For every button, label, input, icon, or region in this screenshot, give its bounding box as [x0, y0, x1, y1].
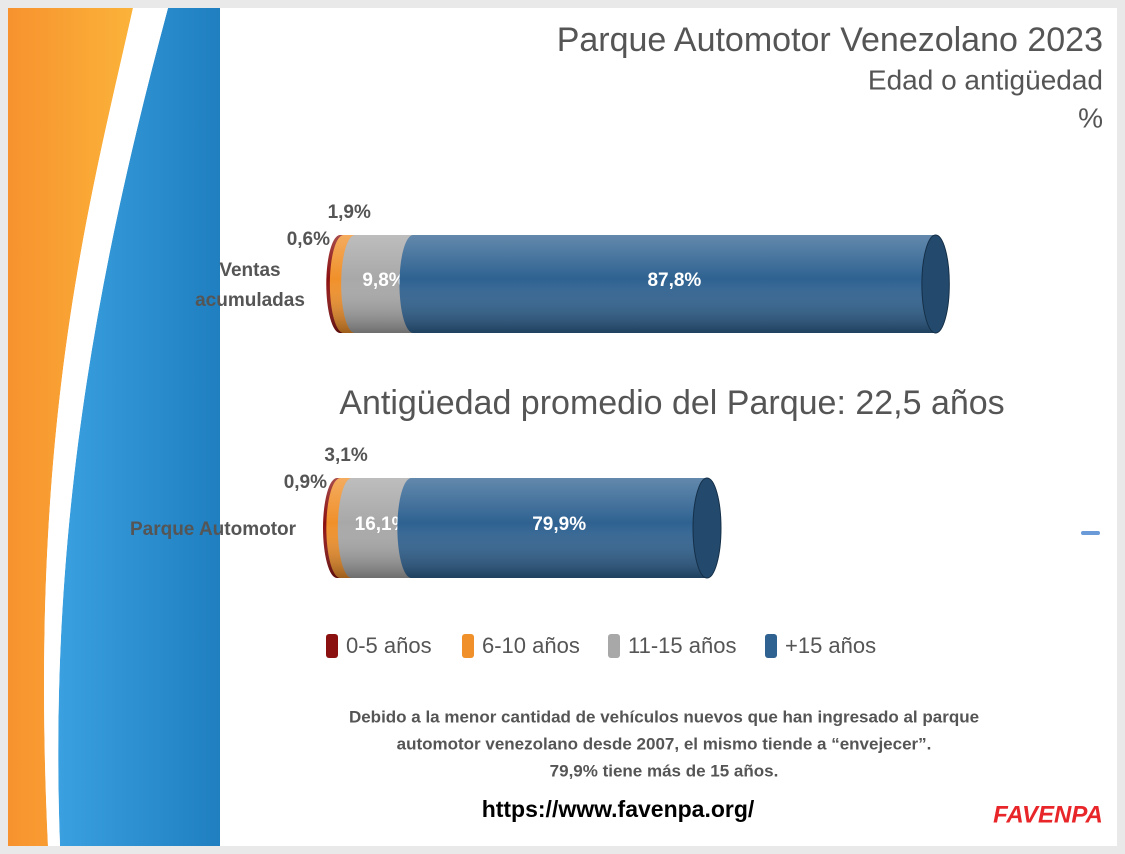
subtitle: Edad o antigüedad — [868, 64, 1103, 95]
bar-cap — [921, 234, 950, 334]
chart: Parque Automotor Venezolano 2023 Edad o … — [8, 8, 1103, 846]
legend-label: 6-10 años — [482, 633, 580, 658]
legend-swatch — [608, 634, 620, 658]
category-label: Ventas acumuladas — [195, 260, 305, 311]
bar-segment — [397, 478, 721, 578]
value-label: 0,9% — [284, 472, 327, 493]
note-line: 79,9% tiene más de 15 años. — [550, 761, 779, 780]
annotation: Antigüedad promedio del Parque: 22,5 año… — [339, 384, 1004, 422]
note-line: Debido a la menor cantidad de vehículos … — [349, 707, 979, 726]
value-label: 16,1% — [355, 514, 409, 535]
legend-swatch — [326, 634, 338, 658]
category-label: Parque Automotor — [129, 519, 297, 540]
decor-white — [44, 8, 168, 846]
bar-cap — [692, 477, 722, 579]
unit: % — [1078, 102, 1103, 133]
legend-swatch — [462, 634, 474, 658]
url: https://www.favenpa.org/ — [482, 796, 755, 822]
value-label: 79,9% — [532, 514, 586, 535]
value-label: 9,8% — [362, 270, 405, 291]
legend-label: +15 años — [785, 633, 876, 658]
decor-orange — [8, 8, 133, 846]
decor-dash — [1081, 531, 1100, 535]
title: Parque Automotor Venezolano 2023 — [557, 21, 1103, 59]
slide: Parque Automotor Venezolano 2023 Edad o … — [8, 8, 1117, 846]
legend-swatch — [765, 634, 777, 658]
value-label: 87,8% — [647, 270, 701, 291]
bar-segment — [399, 235, 950, 333]
legend-label: 0-5 años — [346, 633, 432, 658]
logo: FAVENPA — [993, 801, 1103, 828]
value-label: 3,1% — [324, 445, 367, 466]
legend-label: 11-15 años — [628, 633, 736, 658]
value-label: 0,6% — [287, 229, 330, 250]
value-label: 1,9% — [328, 202, 371, 223]
note-line: automotor venezolano desde 2007, el mism… — [397, 734, 932, 753]
decor-blue — [58, 8, 221, 846]
